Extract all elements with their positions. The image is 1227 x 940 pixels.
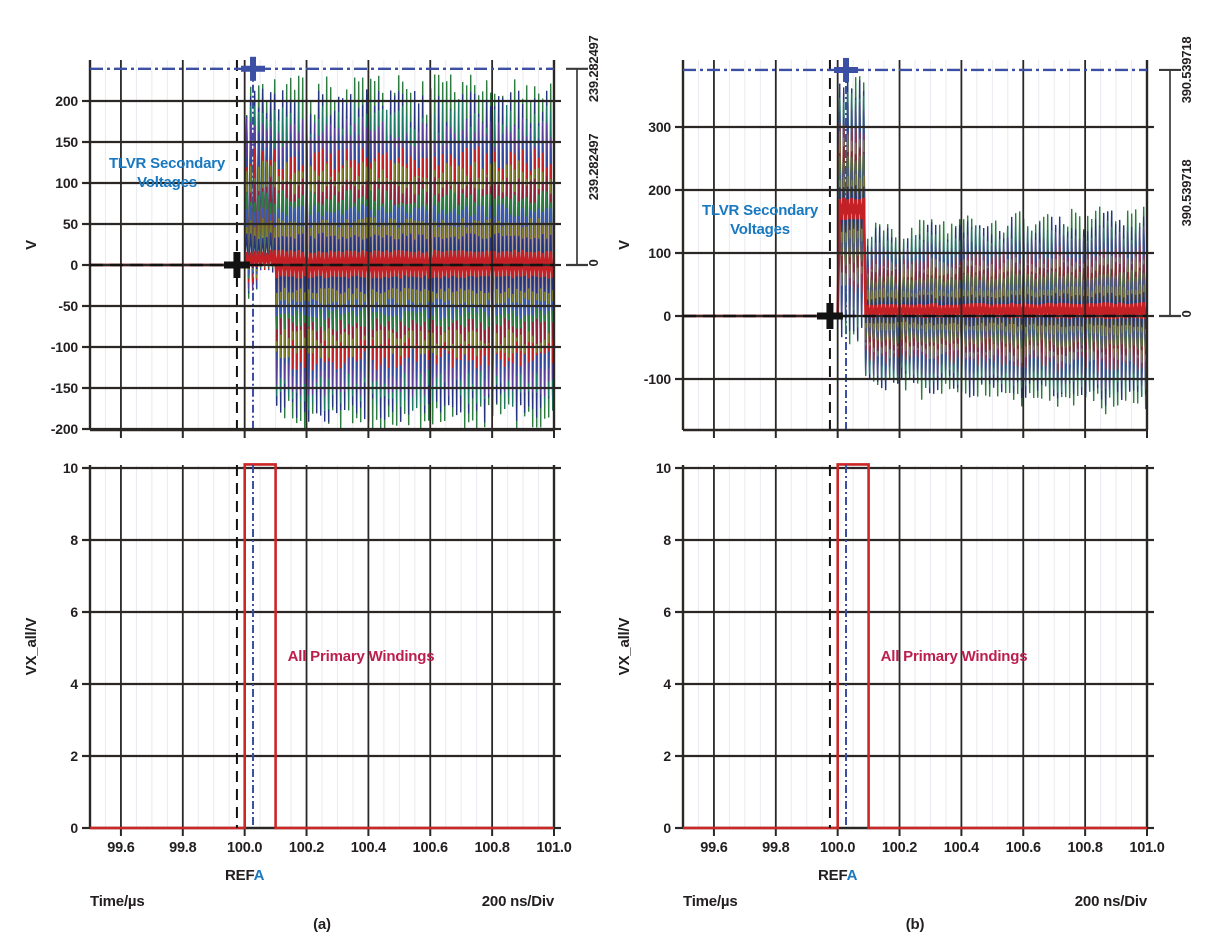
x-tick-label: 99.6 <box>107 840 135 856</box>
y-tick-label: -50 <box>58 298 78 314</box>
y-axis-title: V <box>23 240 40 250</box>
x-tick-label: 100.6 <box>1006 840 1041 856</box>
x-tick-label: 100.4 <box>944 840 979 856</box>
y-tick-label: -100 <box>644 371 672 387</box>
x-tick-label: 100.2 <box>882 840 917 856</box>
x-tick-label: 100.8 <box>1067 840 1102 856</box>
primary-windings-annotation: All Primary Windings <box>288 648 435 665</box>
y-axis-title: V <box>616 240 633 250</box>
scale-per-div-label: 200 ns/Div <box>482 893 555 910</box>
y-tick-label: 6 <box>70 604 78 620</box>
y-tick-label: -100 <box>51 339 79 355</box>
x-tick-label: 100.2 <box>289 840 324 856</box>
x-tick-label: 100.4 <box>351 840 386 856</box>
primary-windings-annotation: All Primary Windings <box>881 648 1028 665</box>
figure-b: 300 200 100 0 -100 10 8 6 4 2 0 99.6 99.8 100.0 100.2 1… <box>616 37 1194 933</box>
y-tick-label: 6 <box>663 604 671 620</box>
cursor-zero-value: 0 <box>1179 310 1194 317</box>
y-axis-title: VX_all/V <box>23 618 40 676</box>
waveform-trace <box>90 249 555 279</box>
y-tick-label: -200 <box>51 421 79 437</box>
x-tick-label: 99.8 <box>762 840 790 856</box>
secondary-voltages-title: Voltages <box>730 221 790 238</box>
measurement-bracket: 390.539718 390.539718 0 <box>1159 37 1194 318</box>
x-tick-label: 99.8 <box>169 840 197 856</box>
x-tick-label: 100.0 <box>820 840 855 856</box>
x-tick-label: 100.8 <box>474 840 509 856</box>
y-axis-title: VX_all/V <box>616 618 633 676</box>
y-tick-label: 10 <box>656 460 672 476</box>
subfigure-caption: (b) <box>906 916 925 933</box>
blue-plus-cursor <box>834 57 859 82</box>
y-tick-label: 8 <box>70 532 78 548</box>
y-tick-label: 300 <box>648 119 671 135</box>
cursor-top-value: 390.539718 <box>1179 37 1194 104</box>
ref-channel: A <box>847 867 858 884</box>
ref-prefix: REF <box>225 867 254 884</box>
cursor-top-value: 239.282497 <box>586 35 601 102</box>
y-tick-label: 2 <box>663 748 671 764</box>
y-tick-label: 2 <box>70 748 78 764</box>
y-tick-label: 10 <box>63 460 79 476</box>
y-tick-label: 4 <box>70 676 78 692</box>
x-axis-title: Time/µs <box>683 893 738 910</box>
ref-channel: A <box>254 867 265 884</box>
major-grid <box>90 60 554 828</box>
primary-winding-trace <box>90 463 554 830</box>
y-tick-label: 0 <box>663 820 671 836</box>
measurement-bracket: 239.282497 239.282497 0 <box>566 35 601 267</box>
x-tick-label: 101.0 <box>1129 840 1164 856</box>
subfigure-caption: (a) <box>313 916 331 933</box>
cursor-zero-value: 0 <box>586 259 601 266</box>
ref-prefix: REF <box>818 867 847 884</box>
secondary-voltage-traces <box>683 70 1148 415</box>
y-tick-label: 8 <box>663 532 671 548</box>
secondary-voltage-traces <box>90 74 555 430</box>
black-plus-cursor <box>223 252 250 278</box>
y-tick-label: 100 <box>648 245 671 261</box>
x-tick-label: 99.6 <box>700 840 728 856</box>
y-tick-label: 0 <box>70 257 78 273</box>
secondary-voltages-title: TLVR Secondary <box>109 155 226 172</box>
y-tick-label: 100 <box>55 175 78 191</box>
ref-label: REFA <box>225 867 265 884</box>
y-tick-label: -150 <box>51 380 79 396</box>
cursor-delta-value: 239.282497 <box>586 134 601 201</box>
y-tick-label: 0 <box>70 820 78 836</box>
y-tick-label: 4 <box>663 676 671 692</box>
secondary-voltages-title: TLVR Secondary <box>702 202 819 219</box>
black-plus-cursor <box>816 303 843 329</box>
y-tick-label: 200 <box>55 93 78 109</box>
cursor-delta-value: 390.539718 <box>1179 160 1194 227</box>
x-tick-label: 100.6 <box>413 840 448 856</box>
scale-per-div-label: 200 ns/Div <box>1075 893 1148 910</box>
y-tick-label: 200 <box>648 182 671 198</box>
y-tick-label: 50 <box>63 216 79 232</box>
primary-winding-trace <box>683 463 1147 830</box>
x-tick-label: 101.0 <box>536 840 571 856</box>
ref-label: REFA <box>818 867 858 884</box>
secondary-voltages-title: Voltages <box>137 174 197 191</box>
y-tick-label: 150 <box>55 134 78 150</box>
x-axis-title: Time/µs <box>90 893 145 910</box>
y-tick-label: 0 <box>663 308 671 324</box>
x-tick-label: 100.0 <box>227 840 262 856</box>
minor-grid <box>697 60 1133 828</box>
blue-plus-cursor <box>241 56 266 81</box>
figure-a: 200 150 100 50 0 -50 -100 -150 -200 10 8 6 4 2 0 99.6 99… <box>23 35 601 933</box>
